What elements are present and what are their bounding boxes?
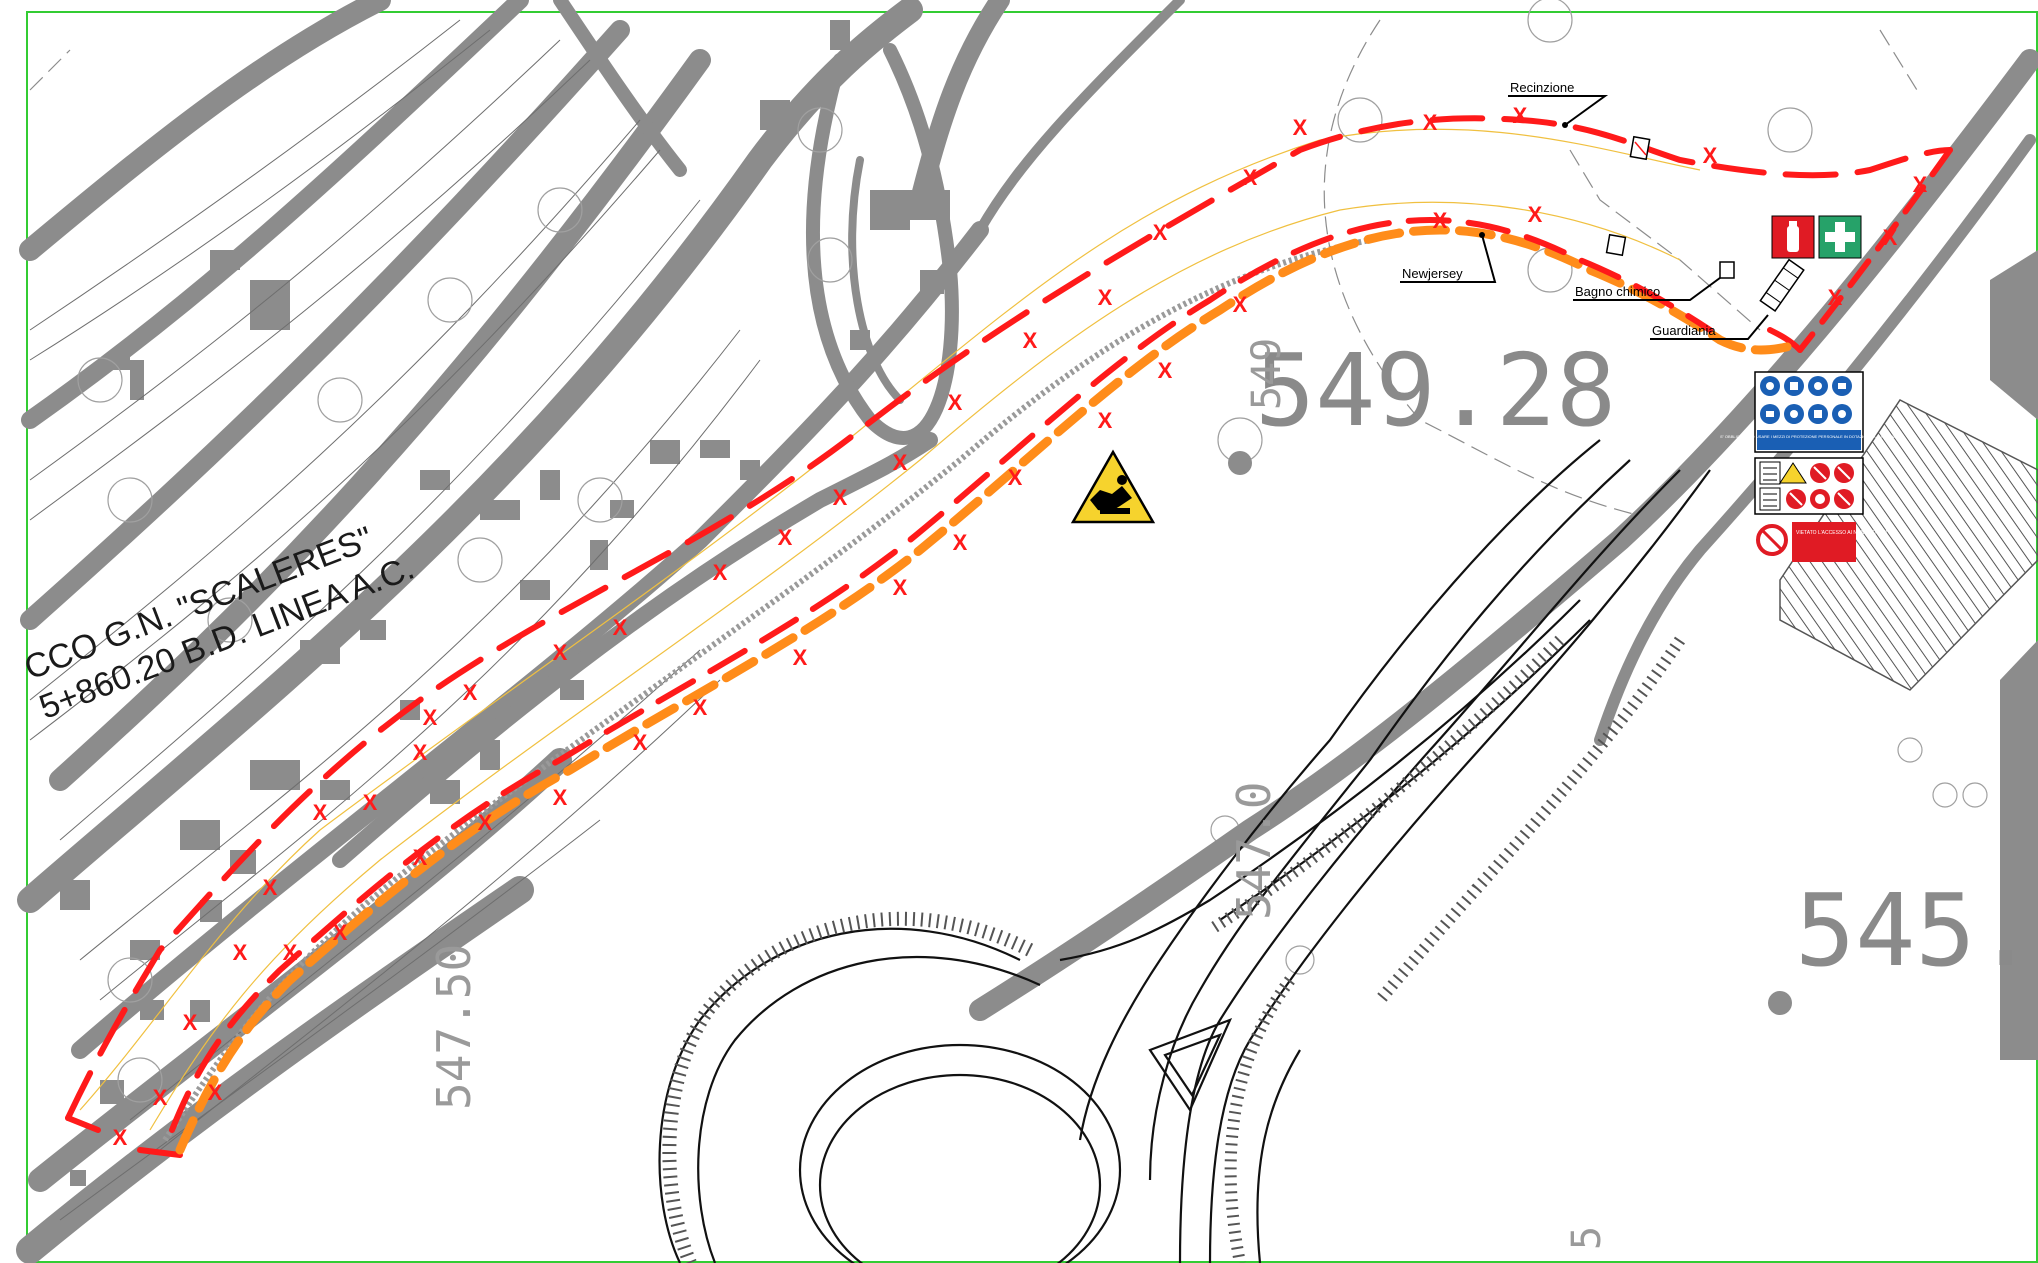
- fence-x-mark: X: [153, 1085, 168, 1110]
- fence-x-mark: X: [463, 680, 478, 705]
- fence-x-mark: X: [113, 1125, 128, 1150]
- fence-x-mark: X: [793, 645, 808, 670]
- fence-x-mark: X: [1433, 208, 1448, 233]
- fence-x-mark: X: [233, 940, 248, 965]
- contour-label-5: 5: [1564, 1226, 1610, 1250]
- newjersey-barrier: [169, 216, 1800, 1155]
- trip-hazard-warning-icon: [1070, 449, 1156, 524]
- fence-x-mark: X: [693, 695, 708, 720]
- fence-x-mark: X: [1243, 165, 1258, 190]
- fence-x-mark: X: [1158, 358, 1173, 383]
- fence-x-mark: X: [953, 530, 968, 555]
- main-road: [969, 49, 2038, 1021]
- fence-x-mark: X: [1513, 103, 1528, 128]
- callout-bagno-chimico: Bagno chimico: [1573, 261, 1735, 301]
- fence-x-mark: X: [208, 1080, 223, 1105]
- fence-x-mark: X: [1528, 202, 1543, 227]
- fence-x-mark: X: [713, 560, 728, 585]
- fence-x-mark: X: [948, 390, 963, 415]
- fence-x-mark: X: [1153, 220, 1168, 245]
- fence-x-mark: X: [893, 450, 908, 475]
- callout-newjersey: Newjersey: [1400, 232, 1497, 283]
- fence-x-mark: X: [1828, 285, 1843, 310]
- hatched-building: [1779, 250, 2038, 1060]
- fence-x-mark: X: [478, 810, 493, 835]
- guardhouse-icon: [1759, 258, 1805, 313]
- reference-lines: [29, 19, 1921, 521]
- fence-line: [65, 115, 1953, 1158]
- road-ticks: [662, 635, 1685, 1263]
- contour-label-547: 547.0: [1227, 782, 1281, 920]
- fence-x-mark: X: [263, 875, 278, 900]
- fence-x-mark: X: [363, 790, 378, 815]
- ppe-mandatory-sign: E' OBBLIGATORIO USARE I MEZZI DI PROTEZI…: [1720, 371, 1898, 453]
- fence-x-mark: X: [1703, 143, 1718, 168]
- contour-label-547-50: 547.50: [427, 944, 481, 1110]
- fence-x-mark: X: [1023, 328, 1038, 353]
- elevation-label-545: 545.6: [1795, 872, 2038, 989]
- tree-symbols: [77, 0, 1988, 1103]
- fence-x-mark: X: [778, 525, 793, 550]
- fence-x-mark: X: [1913, 172, 1928, 197]
- access-road: [658, 439, 1711, 1263]
- fence-x-mark: X: [183, 1010, 198, 1035]
- fence-x-mark: X: [1098, 408, 1113, 433]
- fence-x-mark: X: [1098, 285, 1113, 310]
- contour-label-549: 549: [1244, 338, 1290, 410]
- fence-x-mark: X: [553, 785, 568, 810]
- fence-x-mark: X: [423, 705, 438, 730]
- fence-x-mark: X: [313, 800, 328, 825]
- terrain-blocks: [60, 20, 950, 1186]
- fence-x-mark: X: [1293, 115, 1308, 140]
- fence-x-mark: X: [893, 575, 908, 600]
- terrain-bands: [16, 0, 1185, 1263]
- fence-x-mark: X: [553, 640, 568, 665]
- map-frame: [26, 11, 2038, 1263]
- fence-x-mark: X: [1233, 292, 1248, 317]
- fence-x-mark: X: [613, 615, 628, 640]
- fence-box-icons: [1605, 135, 1651, 257]
- contour-lines: [29, 19, 761, 1221]
- elevation-label-549: 549.28: [1255, 332, 1616, 449]
- fence-x-mark: X: [1008, 465, 1023, 490]
- label-guardiania: Guardiania: [1652, 323, 1716, 338]
- warning-prohibition-sign: [1754, 457, 1864, 515]
- ppe-caption: E' OBBLIGATORIO USARE I MEZZI DI PROTEZI…: [1720, 434, 1897, 439]
- no-entry-sign: VIETATO L'ACCESSO AI NON ADDETTI: [1756, 522, 1887, 562]
- fence-x-mark: X: [333, 920, 348, 945]
- callout-recinzione: Recinzione: [1508, 80, 1609, 128]
- fire-extinguisher-sign: [1771, 215, 1815, 259]
- no-entry-text: VIETATO L'ACCESSO AI NON ADDETTI: [1796, 530, 1887, 536]
- first-aid-sign: [1818, 215, 1862, 259]
- fence-x-mark: X: [413, 845, 428, 870]
- tree-dots: [1228, 451, 1792, 1015]
- label-recinzione: Recinzione: [1510, 80, 1574, 95]
- callout-guardiania: Guardiania: [1650, 314, 1769, 340]
- fence-x-mark: X: [283, 940, 298, 965]
- fence-x-mark: X: [1883, 225, 1898, 250]
- fence-x-mark: X: [833, 485, 848, 510]
- label-bagno-chimico: Bagno chimico: [1575, 284, 1660, 299]
- fence-x-mark: X: [1423, 110, 1438, 135]
- label-newjersey: Newjersey: [1402, 266, 1463, 281]
- fence-x-mark: X: [633, 730, 648, 755]
- fence-x-mark: X: [413, 740, 428, 765]
